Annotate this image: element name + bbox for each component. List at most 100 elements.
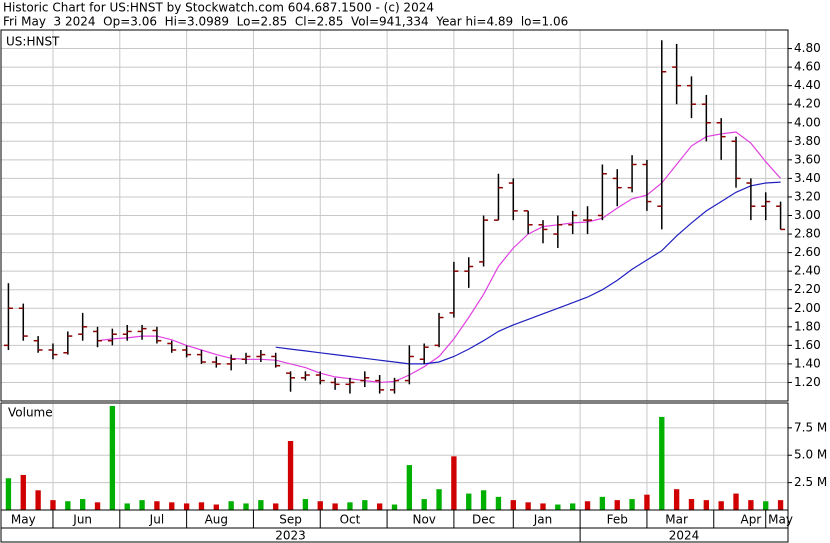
y-tick-label: 4.60 xyxy=(794,60,821,74)
chart-title: Historic Chart for US:HNST by Stockwatch… xyxy=(3,1,434,15)
volume-bar xyxy=(733,493,739,510)
volume-bar xyxy=(258,500,264,510)
volume-bar xyxy=(169,502,175,510)
y-tick-label: 4.20 xyxy=(794,97,821,111)
volume-bar xyxy=(451,456,457,510)
y-tick-label: 4.40 xyxy=(794,78,821,92)
volume-bar xyxy=(302,499,309,510)
volume-bar xyxy=(183,503,190,510)
volume-bar xyxy=(777,500,784,510)
volume-bar xyxy=(570,503,576,510)
y-tick-label: 2.60 xyxy=(794,245,821,259)
year-label: 2023 xyxy=(275,529,306,543)
panel-frame xyxy=(0,29,789,402)
y-tick-label: 3.20 xyxy=(794,189,821,203)
x-tick-label: Feb xyxy=(607,513,628,527)
volume-bar xyxy=(50,500,56,510)
volume-bar xyxy=(584,501,591,510)
y-tick-label: 3.40 xyxy=(794,171,821,185)
volume-bar xyxy=(35,490,41,510)
volume-bar xyxy=(540,503,546,510)
volume-bar xyxy=(688,499,695,510)
volume-bar xyxy=(213,504,219,510)
y-tick-label: 1.80 xyxy=(794,319,821,333)
volume-bar xyxy=(406,465,413,510)
volume-bar xyxy=(525,502,531,510)
volume-bar xyxy=(510,500,516,510)
volume-bar xyxy=(273,503,279,510)
volume-bar xyxy=(391,504,398,510)
volume-bar xyxy=(673,489,680,510)
volume-bar xyxy=(332,503,338,510)
x-tick-label: Dec xyxy=(472,513,495,527)
y-tick-label: 2.80 xyxy=(794,227,821,241)
volume-bar xyxy=(659,416,665,510)
volume-bar xyxy=(139,500,145,510)
y-tick-label: 7.5 M xyxy=(794,420,827,434)
x-tick-label: Jul xyxy=(149,513,164,527)
volume-bar xyxy=(376,503,383,510)
volume-bar xyxy=(614,500,620,510)
x-tick-label: Sep xyxy=(279,513,302,527)
volume-bar xyxy=(466,493,472,510)
volume-bar xyxy=(763,501,769,510)
symbol-label: US:HNST xyxy=(6,35,60,49)
panel-label: Volume xyxy=(8,406,53,420)
volume-bar xyxy=(421,499,427,510)
y-tick-label: 1.20 xyxy=(794,375,821,389)
volume-bar xyxy=(555,504,561,510)
x-tick-label: Nov xyxy=(412,513,435,527)
volume-bar xyxy=(480,490,487,510)
volume-bar xyxy=(748,500,754,510)
volume-bar xyxy=(287,441,294,510)
volume-bar xyxy=(5,478,12,510)
volume-bar xyxy=(109,405,116,510)
volume-bar xyxy=(644,494,650,510)
volume-bar xyxy=(94,502,101,510)
x-tick-label: Aug xyxy=(205,513,228,527)
volume-bar xyxy=(20,474,26,510)
volume-bar xyxy=(436,489,442,510)
volume-bar xyxy=(124,503,130,510)
y-tick-label: 2.5 M xyxy=(794,475,827,489)
y-tick-label: 4.00 xyxy=(794,115,821,129)
y-tick-label: 4.80 xyxy=(794,41,821,55)
volume-bar xyxy=(495,496,502,510)
volume-bar xyxy=(243,503,249,510)
volume-bar xyxy=(228,501,234,510)
volume-bar xyxy=(154,501,160,510)
x-tick-label: Jan xyxy=(533,513,553,527)
volume-bar xyxy=(347,502,353,510)
y-tick-label: 2.00 xyxy=(794,301,821,315)
x-axis-frame xyxy=(0,509,789,543)
x-tick-label: May xyxy=(11,513,36,527)
x-tick-label: May xyxy=(768,513,793,527)
y-tick-label: 1.60 xyxy=(794,338,821,352)
y-tick-label: 3.60 xyxy=(794,152,821,166)
plot-layer: 1.20 1.40 1.60 1.80 2.00 2.20 2.40 2.60 2.80 3.00… xyxy=(0,29,827,543)
x-tick-label: Oct xyxy=(340,513,361,527)
y-tick-label: 1.40 xyxy=(794,356,821,370)
y-tick-label: 3.00 xyxy=(794,208,821,222)
y-tick-label: 2.20 xyxy=(794,282,821,296)
x-tick-label: Jun xyxy=(72,513,92,527)
volume-bar xyxy=(718,501,724,510)
volume-bar xyxy=(703,500,710,510)
chart-subtitle: Fri May 3 2024 Op=3.06 Hi=3.0989 Lo=2.85… xyxy=(3,15,568,29)
x-tick-label: Mar xyxy=(665,513,688,527)
y-tick-label: 3.80 xyxy=(794,134,821,148)
moving-average xyxy=(275,181,781,365)
moving-average xyxy=(97,131,782,384)
volume-bar xyxy=(198,502,205,510)
volume-bar xyxy=(629,499,635,510)
volume-bar xyxy=(362,500,368,510)
volume-bar xyxy=(599,496,606,510)
y-tick-label: 5.0 M xyxy=(794,448,827,462)
x-tick-label: Apr xyxy=(740,513,761,527)
year-label: 2024 xyxy=(669,529,700,543)
volume-bar xyxy=(317,501,323,510)
volume-bar xyxy=(65,501,71,510)
y-tick-label: 2.40 xyxy=(794,264,821,278)
